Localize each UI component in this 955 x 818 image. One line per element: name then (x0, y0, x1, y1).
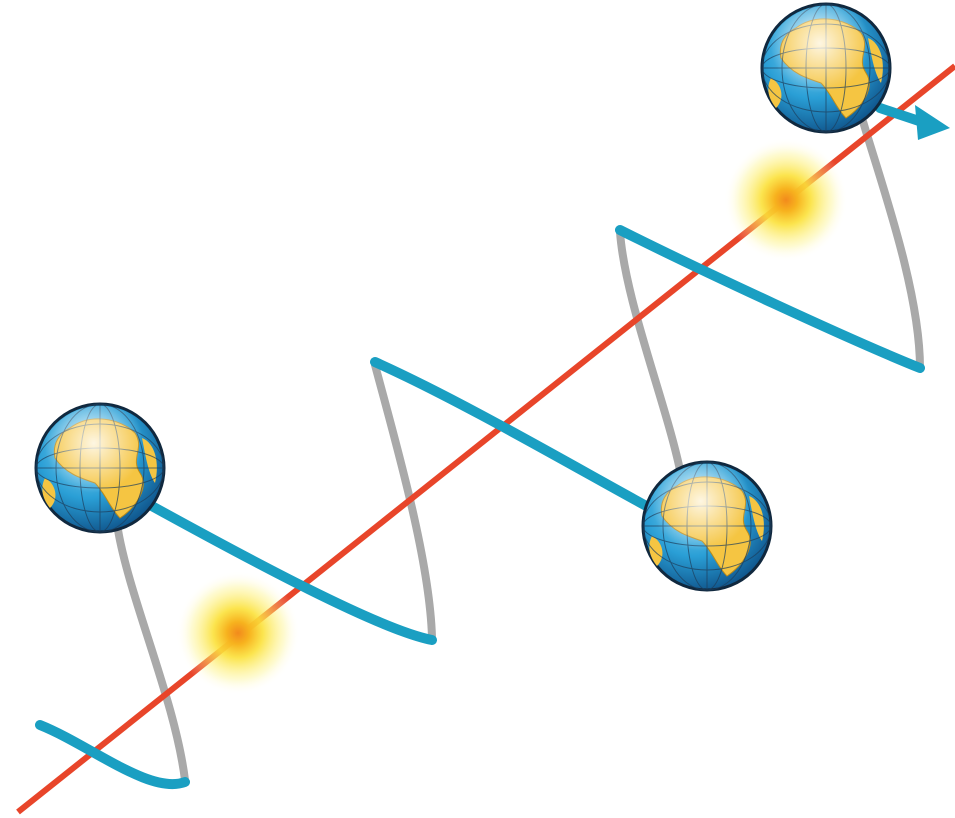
arrowhead (915, 105, 950, 140)
helix-back (114, 114, 924, 784)
sun (176, 571, 300, 695)
earth (760, 2, 892, 134)
earth (34, 402, 166, 534)
earth (641, 460, 773, 592)
sun (724, 138, 848, 262)
